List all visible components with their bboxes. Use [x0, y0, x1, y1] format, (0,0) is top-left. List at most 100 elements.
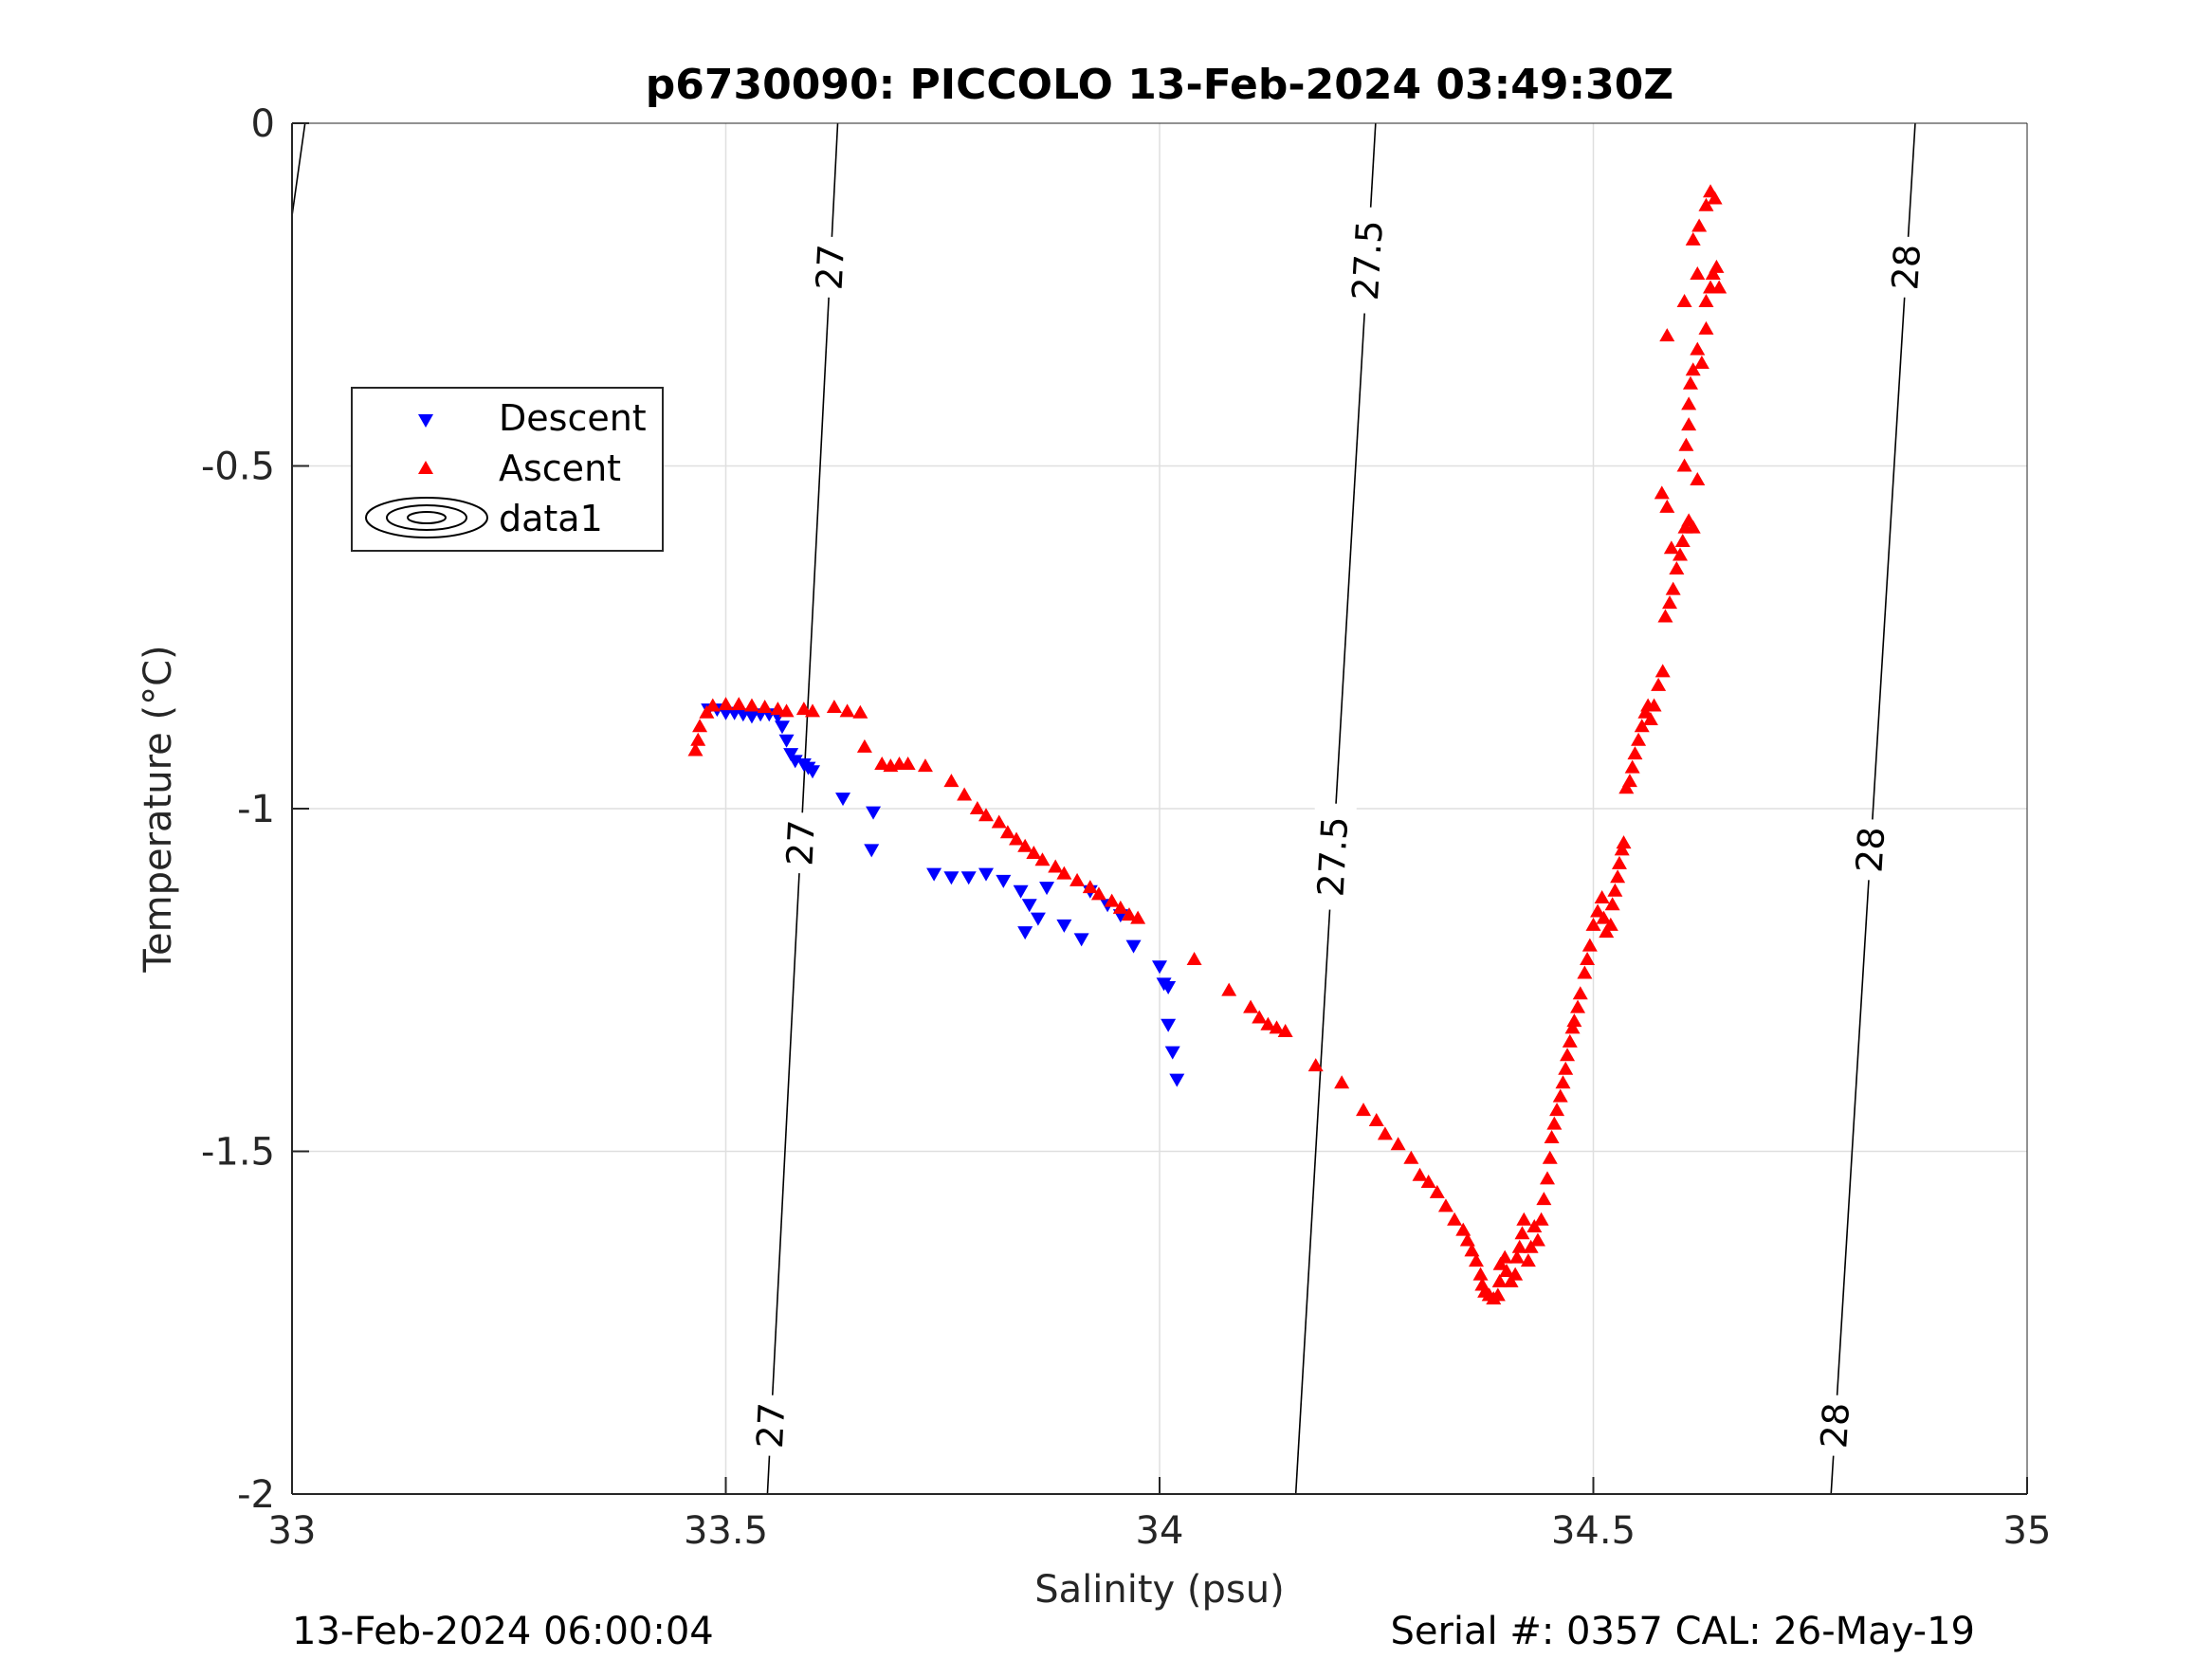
ascent-point: [1572, 986, 1588, 1000]
footer-timestamp: 13-Feb-2024 06:00:04: [292, 1610, 714, 1653]
ascent-point: [1585, 917, 1601, 931]
ascent-point: [917, 758, 933, 773]
density-contours: 27 27 27 27.5 27.5 28 28 28: [292, 123, 1929, 1494]
ascent-point: [743, 698, 759, 712]
ascent-point: [1221, 982, 1237, 996]
ascent-point: [1009, 831, 1025, 846]
y-tick-label: 0: [251, 102, 275, 146]
footer-serial-cal: Serial #: 0357 CAL: 26-May-19: [1390, 1610, 1975, 1653]
contour-label-group: 27: [748, 1394, 794, 1457]
ascent-point: [692, 719, 708, 733]
ascent-point: [969, 801, 985, 814]
descent-point: [743, 710, 759, 724]
contour-label-group: 27: [778, 811, 824, 875]
ascent-point: [1685, 362, 1701, 376]
ascent-point: [999, 825, 1015, 839]
ascent-point: [1277, 1023, 1293, 1037]
ascent-point: [1618, 780, 1635, 794]
ascent-point: [943, 774, 960, 788]
contour-label-group: 28: [1883, 235, 1929, 300]
ascent-point: [1690, 266, 1706, 281]
ascent-point: [1596, 910, 1612, 924]
x-tick-label: 35: [2003, 1509, 2052, 1553]
ascent-point: [731, 697, 747, 711]
ascent-point: [1544, 1130, 1560, 1144]
ascent-point: [1676, 293, 1692, 307]
ascent-point: [1186, 952, 1202, 966]
ascent-point: [839, 703, 855, 718]
descent-point: [1039, 882, 1055, 896]
ascent-point: [1674, 534, 1691, 548]
ascent-point: [1420, 1175, 1436, 1189]
contour-line: [1830, 123, 1916, 1494]
descent-point: [996, 874, 1012, 888]
descent-point: [978, 867, 994, 882]
ascent-point: [1403, 1150, 1419, 1164]
legend: Descent Ascent data1: [351, 387, 664, 552]
ascent-point: [1659, 328, 1675, 342]
ascent-point: [757, 699, 773, 713]
ascent-point: [1492, 1256, 1508, 1270]
ascent-point: [1542, 1150, 1558, 1164]
ascent-point: [1676, 458, 1692, 472]
ascent-point: [1657, 609, 1673, 623]
ascent-point: [1621, 774, 1637, 788]
contour-label-group: 27.5: [1308, 802, 1358, 911]
ascent-point: [1627, 746, 1643, 760]
contour-label-bg: [1848, 818, 1893, 882]
contour-label-bg: [778, 811, 824, 875]
ascent-point: [1604, 897, 1620, 911]
ascent-point: [1526, 1219, 1543, 1233]
y-axis-label: Temperature (°C): [137, 645, 180, 973]
descent-point: [835, 793, 851, 807]
descent-point: [1021, 899, 1037, 913]
ascent-point: [1549, 1103, 1565, 1117]
contour-label: 28: [1884, 243, 1929, 291]
ascent-point: [957, 787, 973, 801]
legend-descent-label: Descent: [499, 397, 647, 439]
ascent-point: [1659, 499, 1675, 513]
ascent-point: [1665, 581, 1681, 595]
x-tick-label: 34.5: [1551, 1509, 1636, 1553]
ascent-point: [1130, 910, 1146, 924]
y-tick-label: -0.5: [201, 446, 275, 489]
ascent-point: [1691, 218, 1708, 232]
ascent-point: [1034, 852, 1051, 866]
ascent-point: [1673, 547, 1688, 561]
descent-point: [805, 765, 820, 779]
ascent-point: [1685, 520, 1701, 534]
ascent-point: [874, 757, 890, 771]
ascent-point: [1558, 1061, 1574, 1075]
ascent-point: [1546, 1116, 1563, 1130]
ascent-point: [1610, 869, 1626, 884]
ascent-point: [1497, 1249, 1513, 1264]
ascent-point: [1017, 838, 1033, 852]
ascent-point: [718, 697, 734, 711]
descent-point: [1125, 939, 1142, 954]
descent-point: [787, 755, 803, 769]
ascent-point: [1468, 1253, 1484, 1267]
legend-box: [351, 387, 664, 552]
ascent-point: [1529, 1232, 1545, 1247]
ascent-point: [1698, 293, 1714, 307]
ascent-point: [1611, 855, 1627, 869]
ascent-point: [1607, 883, 1623, 897]
x-tick-label: 34: [1136, 1509, 1184, 1553]
ascent-point: [1104, 893, 1120, 907]
contour-line: [766, 123, 839, 1494]
ascent-point: [1698, 197, 1714, 211]
ascent-point: [1412, 1167, 1428, 1181]
ascent-point: [1508, 1249, 1525, 1264]
legend-contour-icon: [365, 497, 488, 538]
x-axis-label: Salinity (psu): [1034, 1568, 1284, 1612]
ascent-point: [1634, 719, 1650, 733]
contour-label-bg: [1308, 802, 1358, 911]
ascent-point: [704, 698, 721, 712]
ascent-point: [1503, 1273, 1519, 1287]
ascent-point: [1707, 191, 1723, 205]
ascent-point: [1516, 1212, 1532, 1226]
contour-label-bg: [748, 1394, 794, 1457]
contour-label-bg: [1344, 206, 1392, 315]
contour-label: 27: [778, 819, 822, 867]
